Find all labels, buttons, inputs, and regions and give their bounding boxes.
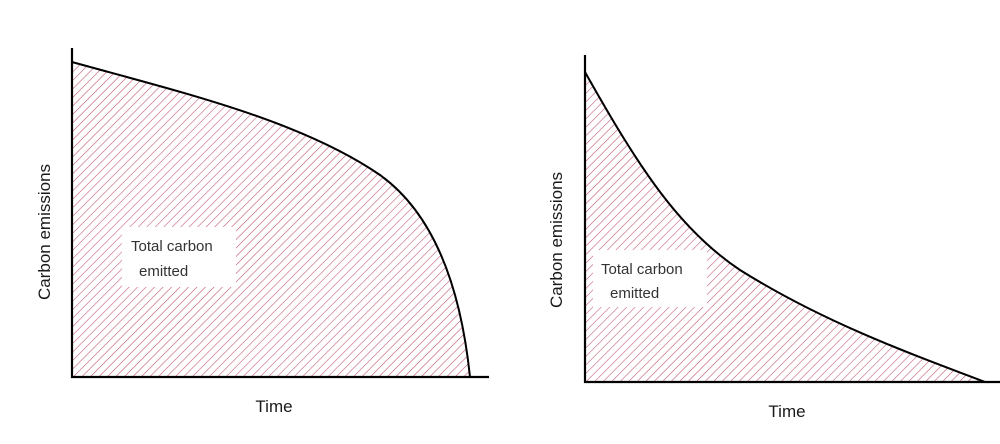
left-emissions-curve [71, 61, 471, 378]
right-chart: Total carbon emitted Time Carbon emissio… [547, 55, 1000, 421]
left-chart: Total carbon emitted Time Carbon emissio… [35, 48, 489, 416]
right-emissions-area [585, 72, 985, 382]
left-label-box [122, 227, 236, 287]
right-emissions-curve [584, 71, 986, 383]
left-area-label-line2: emitted [139, 263, 188, 280]
right-x-axis-title: Time [768, 402, 805, 421]
right-label-box [593, 250, 707, 307]
right-area-label-line1: Total carbon [601, 261, 683, 278]
right-area-label-line2: emitted [610, 285, 659, 302]
left-y-axis-title: Carbon emissions [35, 164, 54, 300]
left-area-label-line1: Total carbon [131, 238, 213, 255]
left-x-axis-title: Time [255, 397, 292, 416]
left-emissions-area [72, 62, 470, 377]
right-y-axis-title: Carbon emissions [547, 172, 566, 308]
